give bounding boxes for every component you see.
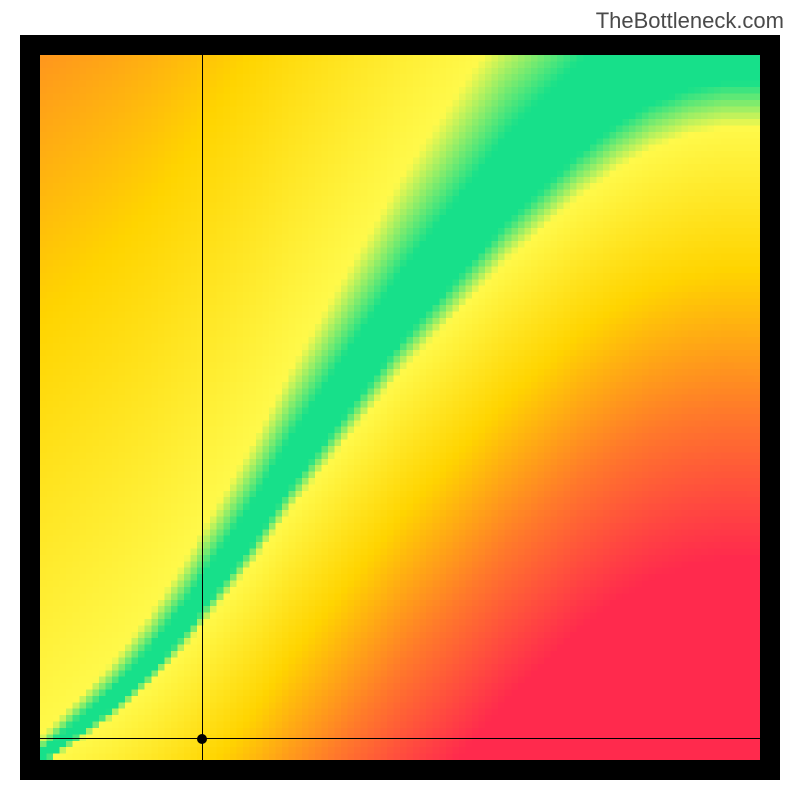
watermark-text: TheBottleneck.com (596, 8, 784, 34)
crosshair-vertical (202, 55, 203, 760)
chart-container: TheBottleneck.com (0, 0, 800, 800)
crosshair-marker-dot (197, 734, 207, 744)
plot-border (20, 35, 780, 780)
crosshair-horizontal (40, 738, 760, 739)
